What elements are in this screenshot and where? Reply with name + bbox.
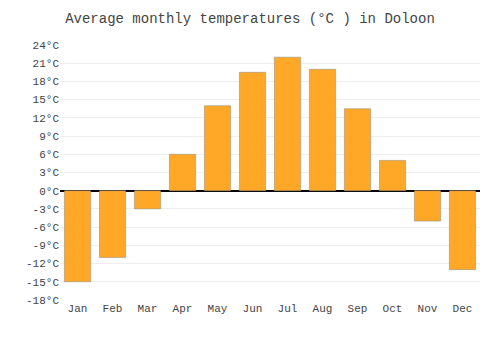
svg-text:Dec: Dec xyxy=(453,303,473,315)
svg-text:-18°C: -18°C xyxy=(26,295,59,307)
svg-text:Oct: Oct xyxy=(383,303,403,315)
svg-text:6°C: 6°C xyxy=(39,149,59,161)
svg-text:9°C: 9°C xyxy=(39,131,59,143)
svg-text:May: May xyxy=(208,303,228,315)
svg-text:12°C: 12°C xyxy=(33,113,60,125)
svg-text:Aug: Aug xyxy=(313,303,333,315)
svg-text:Feb: Feb xyxy=(103,303,123,315)
svg-text:Sep: Sep xyxy=(348,303,368,315)
svg-text:Average monthly temperatures (: Average monthly temperatures (°C ) in Do… xyxy=(65,11,435,27)
svg-text:Jan: Jan xyxy=(68,303,88,315)
svg-text:Jun: Jun xyxy=(243,303,263,315)
svg-text:21°C: 21°C xyxy=(33,58,60,70)
svg-text:Apr: Apr xyxy=(173,303,193,315)
svg-text:-3°C: -3°C xyxy=(33,204,60,216)
svg-text:-6°C: -6°C xyxy=(33,222,60,234)
svg-text:18°C: 18°C xyxy=(33,76,60,88)
svg-text:Mar: Mar xyxy=(138,303,158,315)
svg-text:15°C: 15°C xyxy=(33,94,60,106)
svg-text:-9°C: -9°C xyxy=(33,240,60,252)
svg-text:Nov: Nov xyxy=(418,303,438,315)
svg-text:-12°C: -12°C xyxy=(26,258,59,270)
svg-text:24°C: 24°C xyxy=(33,40,60,52)
svg-text:3°C: 3°C xyxy=(39,167,59,179)
svg-text:-15°C: -15°C xyxy=(26,277,59,289)
svg-text:0°C: 0°C xyxy=(39,186,59,198)
svg-text:Jul: Jul xyxy=(278,303,298,315)
